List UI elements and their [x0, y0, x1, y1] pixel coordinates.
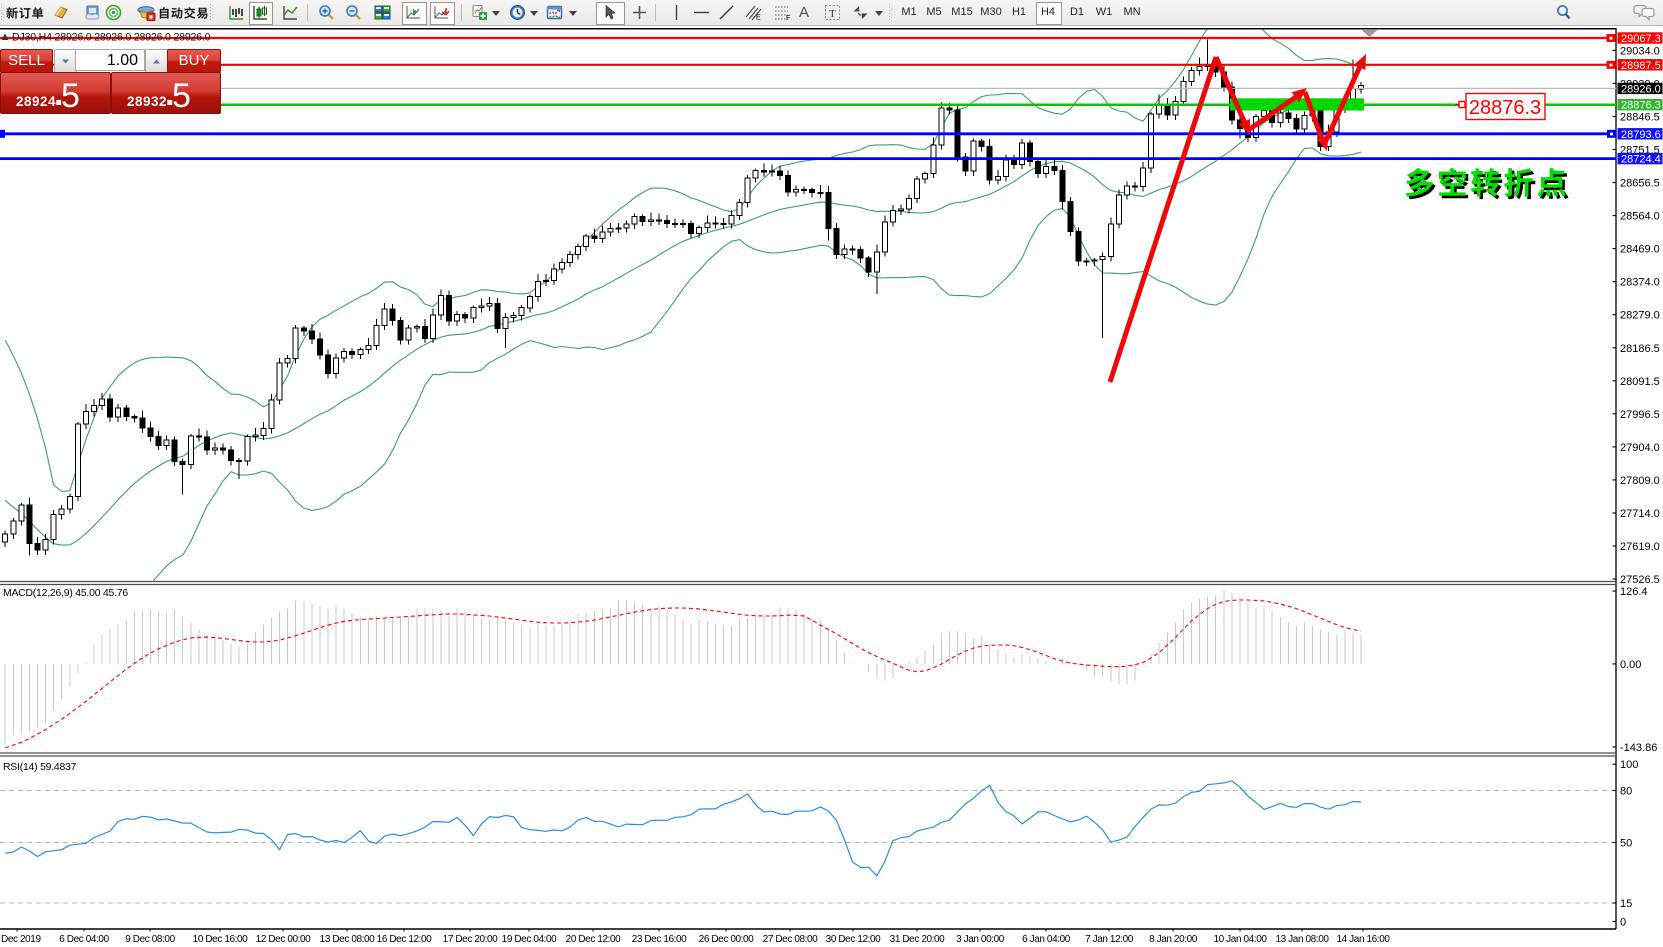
svg-text:12 Dec 00:00: 12 Dec 00:00 [256, 934, 312, 945]
svg-text:7 Jan 12:00: 7 Jan 12:00 [1085, 934, 1134, 945]
svg-text:6 Dec 04:00: 6 Dec 04:00 [59, 934, 109, 945]
svg-text:27809.0: 27809.0 [1620, 475, 1660, 487]
svg-text:16 Dec 12:00: 16 Dec 12:00 [377, 934, 433, 945]
svg-text:27714.0: 27714.0 [1620, 508, 1660, 520]
svg-text:23 Dec 16:00: 23 Dec 16:00 [632, 934, 688, 945]
svg-text:Dec 2019: Dec 2019 [1, 934, 41, 945]
svg-text:3 Jan 00:00: 3 Jan 00:00 [956, 934, 1005, 945]
svg-text:28469.0: 28469.0 [1620, 244, 1660, 256]
svg-text:13 Jan 08:00: 13 Jan 08:00 [1275, 934, 1329, 945]
svg-text:126.4: 126.4 [1620, 586, 1648, 598]
svg-text:0.00: 0.00 [1620, 659, 1641, 671]
svg-text:9 Dec 08:00: 9 Dec 08:00 [125, 934, 175, 945]
svg-text:28876.3: 28876.3 [1621, 100, 1661, 112]
svg-text:0: 0 [1620, 917, 1626, 929]
svg-text:29067.3: 29067.3 [1621, 33, 1661, 45]
svg-text:28279.0: 28279.0 [1620, 310, 1660, 322]
svg-text:27904.0: 27904.0 [1620, 442, 1660, 454]
svg-text:50: 50 [1620, 838, 1632, 850]
svg-text:RSI(14) 59.4837: RSI(14) 59.4837 [3, 762, 77, 773]
svg-text:28186.5: 28186.5 [1620, 343, 1660, 355]
svg-text:28926.0: 28926.0 [1621, 83, 1661, 95]
svg-text:20 Dec 12:00: 20 Dec 12:00 [566, 934, 622, 945]
svg-text:28564.0: 28564.0 [1620, 211, 1660, 223]
svg-text:17 Dec 20:00: 17 Dec 20:00 [443, 934, 499, 945]
svg-text:100: 100 [1620, 759, 1638, 771]
svg-text:19 Dec 04:00: 19 Dec 04:00 [502, 934, 558, 945]
svg-text:-143.86: -143.86 [1620, 742, 1657, 754]
svg-text:80: 80 [1620, 786, 1632, 798]
svg-text:10 Dec 16:00: 10 Dec 16:00 [193, 934, 249, 945]
svg-text:30 Dec 12:00: 30 Dec 12:00 [826, 934, 882, 945]
svg-text:28876.3: 28876.3 [1469, 97, 1541, 119]
svg-text:27526.5: 27526.5 [1620, 574, 1660, 586]
svg-text:MACD(12,26,9) 45.00 45.76: MACD(12,26,9) 45.00 45.76 [3, 588, 128, 599]
svg-text:DJ30,H4 28926.0 28926.0 28926: DJ30,H4 28926.0 28926.0 28926.0 28926.0 [12, 32, 211, 44]
svg-text:31 Dec 20:00: 31 Dec 20:00 [890, 934, 946, 945]
svg-text:8 Jan 20:00: 8 Jan 20:00 [1149, 934, 1198, 945]
svg-text:E: E [756, 15, 761, 22]
svg-text:F: F [786, 15, 790, 21]
svg-text:26 Dec 00:00: 26 Dec 00:00 [699, 934, 755, 945]
svg-text:27 Dec 08:00: 27 Dec 08:00 [763, 934, 819, 945]
svg-text:27996.5: 27996.5 [1620, 409, 1660, 421]
svg-text:28724.4: 28724.4 [1621, 154, 1661, 166]
svg-text:28374.0: 28374.0 [1620, 277, 1660, 289]
svg-text:28987.5: 28987.5 [1621, 60, 1661, 72]
svg-text:15: 15 [1620, 898, 1632, 910]
svg-text:14 Jan 16:00: 14 Jan 16:00 [1336, 934, 1390, 945]
svg-text:13 Dec 08:00: 13 Dec 08:00 [320, 934, 376, 945]
svg-text:28846.5: 28846.5 [1620, 112, 1660, 124]
svg-text:28793.6: 28793.6 [1621, 129, 1661, 141]
svg-text:28091.5: 28091.5 [1620, 376, 1660, 388]
svg-text:6 Jan 04:00: 6 Jan 04:00 [1022, 934, 1071, 945]
svg-text:T: T [829, 8, 836, 20]
svg-text:29034.0: 29034.0 [1620, 45, 1660, 57]
svg-text:27619.0: 27619.0 [1620, 541, 1660, 553]
svg-text:10 Jan 04:00: 10 Jan 04:00 [1213, 934, 1267, 945]
svg-text:28656.5: 28656.5 [1620, 178, 1660, 190]
